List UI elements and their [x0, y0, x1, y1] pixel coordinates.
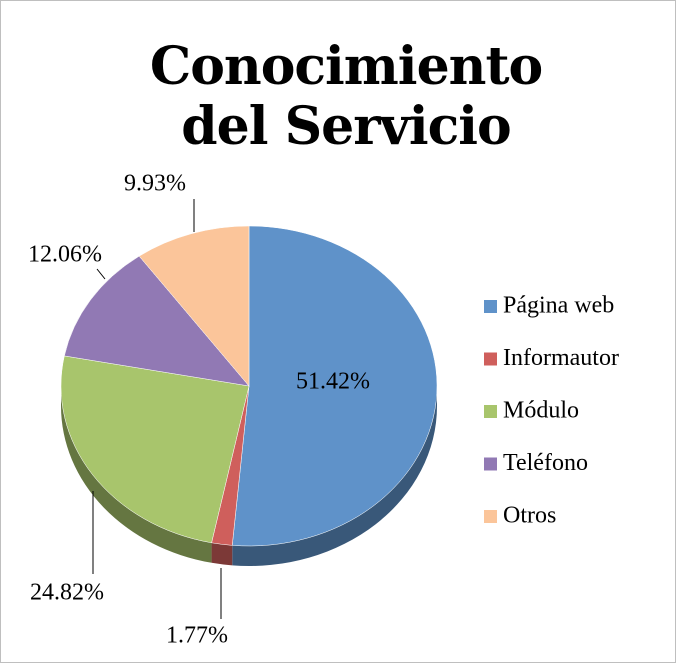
legend-swatch	[484, 352, 497, 366]
data-label: 9.93%	[124, 171, 186, 197]
legend-swatch	[484, 300, 497, 313]
data-label: 24.82%	[30, 580, 104, 606]
chart-title: Conocimiento del Servicio	[149, 36, 543, 157]
slice	[138, 225, 250, 387]
slice	[60, 355, 250, 544]
legend-swatch	[484, 405, 497, 418]
leader-line	[96, 268, 106, 280]
data-label: 12.06%	[28, 242, 102, 268]
legend-label: Módulo	[503, 398, 579, 424]
slice-side	[232, 386, 437, 566]
slice	[64, 255, 250, 387]
data-label: 51.42%	[296, 369, 370, 395]
legend-label: Teléfono	[503, 450, 588, 476]
slice	[231, 225, 438, 547]
data-label: 1.77%	[166, 623, 228, 649]
legend-label: Otros	[503, 503, 556, 529]
legend-swatch	[484, 457, 497, 471]
legend-label: Informautor	[503, 345, 619, 371]
legend-swatch	[484, 510, 497, 523]
slice-side	[211, 542, 233, 566]
legend-label: Página web	[503, 293, 614, 319]
slice-side	[61, 386, 212, 563]
